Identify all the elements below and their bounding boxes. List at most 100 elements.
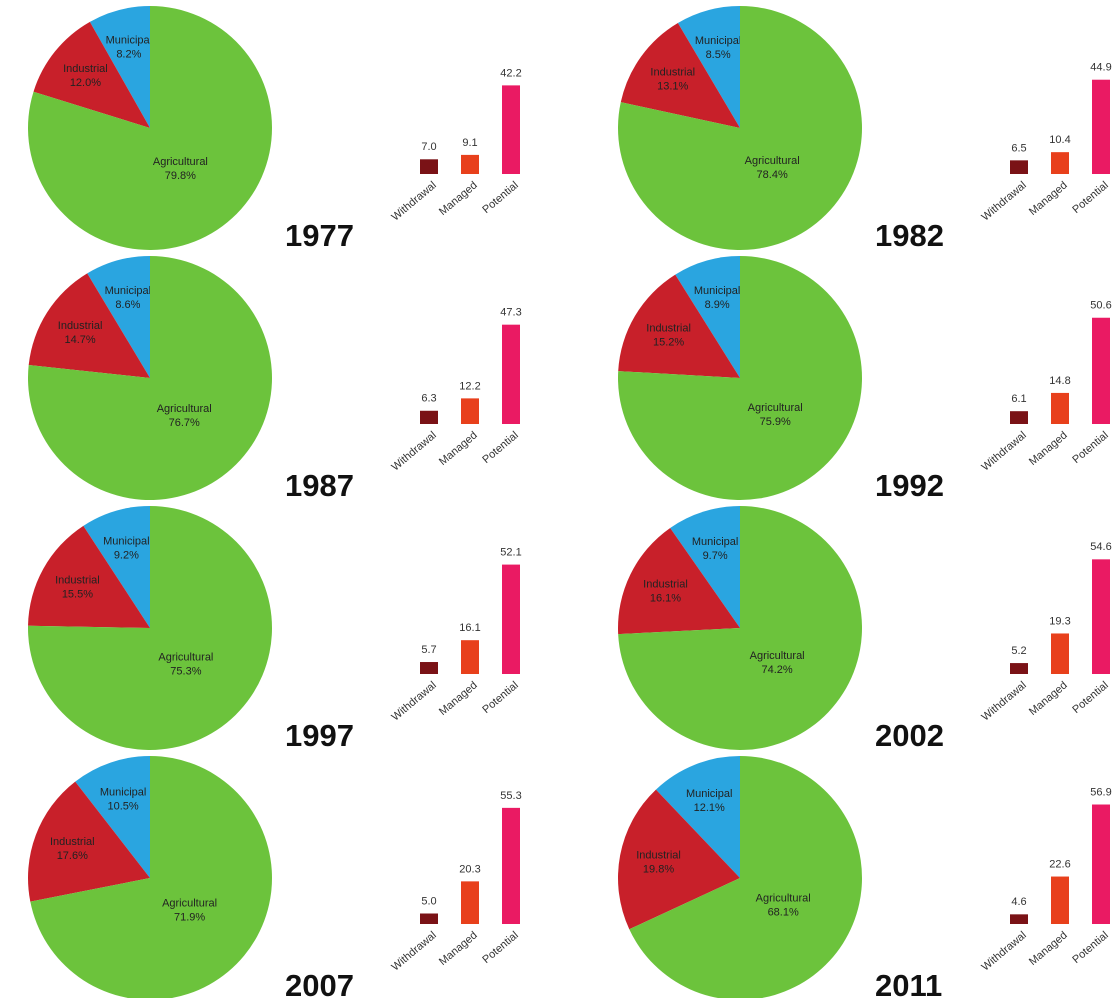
- pie-slice: [618, 789, 740, 930]
- value-label: 20.3: [459, 863, 480, 875]
- category-label: Potential: [1070, 929, 1111, 966]
- pie-slice: [28, 525, 150, 628]
- pie-slice: [28, 273, 150, 378]
- bar: [1092, 804, 1110, 924]
- slice-name: Industrial: [650, 66, 695, 78]
- category-label: Withdrawal: [979, 179, 1028, 223]
- slice-percent: 74.2%: [762, 664, 793, 676]
- category-label: Managed: [1027, 679, 1070, 718]
- category-label: Potential: [1070, 179, 1111, 216]
- bar: [1010, 663, 1028, 674]
- pie-slice: [30, 756, 272, 998]
- category-label: Potential: [480, 679, 521, 716]
- pie-slice: [27, 781, 150, 902]
- bar: [1010, 160, 1028, 174]
- year-label: 1977: [285, 218, 354, 253]
- slice-percent: 75.3%: [170, 665, 201, 677]
- bar: [502, 85, 520, 174]
- pie-slice: [655, 756, 740, 878]
- slice-name: Industrial: [55, 575, 100, 587]
- pie-slice: [620, 22, 740, 129]
- pie-slice: [75, 756, 150, 878]
- slice-name: Agricultural: [157, 403, 212, 415]
- category-label: Withdrawal: [389, 429, 438, 473]
- value-label: 16.1: [459, 622, 480, 634]
- slice-percent: 12.1%: [694, 802, 725, 814]
- category-label: Withdrawal: [389, 179, 438, 223]
- year-label: 1997: [285, 718, 354, 753]
- category-label: Managed: [437, 429, 480, 468]
- value-label: 22.6: [1049, 858, 1070, 870]
- slice-name: Municipal: [106, 35, 152, 47]
- bar: [1010, 914, 1028, 924]
- slice-percent: 17.6%: [57, 850, 88, 862]
- value-label: 7.0: [421, 141, 436, 153]
- category-label: Withdrawal: [389, 929, 438, 973]
- slice-percent: 75.9%: [760, 416, 791, 428]
- slice-percent: 9.7%: [703, 550, 728, 562]
- year-label: 1992: [875, 468, 944, 503]
- category-label: Withdrawal: [979, 429, 1028, 473]
- pie-slice: [618, 6, 862, 250]
- slice-name: Agricultural: [756, 892, 811, 904]
- pie-slice: [618, 255, 862, 500]
- bar: [1092, 559, 1110, 674]
- bar: [420, 410, 438, 424]
- value-label: 54.6: [1090, 541, 1111, 553]
- slice-name: Municipal: [695, 35, 741, 47]
- pie-slice: [33, 21, 150, 128]
- value-label: 5.7: [421, 644, 436, 656]
- slice-percent: 13.1%: [657, 80, 688, 92]
- slice-percent: 15.2%: [653, 337, 684, 349]
- value-label: 44.9: [1090, 62, 1111, 74]
- slice-name: Agricultural: [745, 155, 800, 167]
- category-label: Potential: [480, 929, 521, 966]
- slice-name: Agricultural: [162, 897, 217, 909]
- category-label: Potential: [1070, 429, 1111, 466]
- pie-slice: [670, 506, 740, 628]
- year-label: 1987: [285, 468, 354, 503]
- slice-percent: 71.9%: [174, 911, 205, 923]
- slice-name: Industrial: [58, 320, 103, 332]
- bar: [1051, 633, 1069, 674]
- category-label: Managed: [437, 679, 480, 718]
- slice-name: Municipal: [103, 535, 149, 547]
- value-label: 6.3: [421, 393, 436, 405]
- value-label: 52.1: [500, 546, 521, 558]
- category-label: Managed: [437, 179, 480, 218]
- pie-slice: [83, 506, 150, 628]
- value-label: 47.3: [500, 307, 521, 319]
- pie-slice: [27, 255, 272, 500]
- slice-percent: 8.2%: [116, 49, 141, 61]
- slice-name: Agricultural: [153, 156, 208, 168]
- bar: [1010, 411, 1028, 424]
- bar: [1051, 392, 1069, 424]
- year-label: 2002: [875, 718, 944, 753]
- slice-percent: 8.9%: [705, 299, 730, 311]
- slice-percent: 14.7%: [64, 334, 95, 346]
- pie-slice: [89, 6, 150, 128]
- category-label: Potential: [480, 429, 521, 466]
- bar: [461, 154, 479, 174]
- slice-percent: 8.5%: [706, 49, 731, 61]
- category-label: Managed: [1027, 929, 1070, 968]
- category-label: Withdrawal: [979, 929, 1028, 973]
- pie-slice: [675, 256, 740, 378]
- value-label: 12.2: [459, 380, 480, 392]
- bar: [502, 564, 520, 674]
- slice-name: Agricultural: [748, 402, 803, 414]
- pie-slice: [629, 756, 862, 998]
- bar: [1051, 876, 1069, 924]
- slice-name: Municipal: [100, 786, 146, 798]
- year-label: 1982: [875, 218, 944, 253]
- pie-slice: [618, 527, 740, 635]
- value-label: 19.3: [1049, 615, 1070, 627]
- year-label: 2007: [285, 968, 354, 998]
- year-label: 2011: [875, 968, 942, 998]
- slice-percent: 12.0%: [70, 77, 101, 89]
- slice-name: Agricultural: [750, 650, 805, 662]
- bar: [420, 913, 438, 924]
- slice-name: Industrial: [646, 323, 691, 335]
- slice-percent: 19.8%: [643, 863, 674, 875]
